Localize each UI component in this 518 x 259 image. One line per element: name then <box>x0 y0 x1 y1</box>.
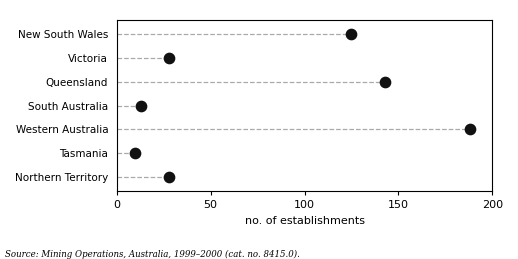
X-axis label: no. of establishments: no. of establishments <box>244 216 365 226</box>
Point <box>165 175 174 179</box>
Point <box>381 80 390 84</box>
Point <box>131 151 139 155</box>
Point <box>137 104 145 108</box>
Text: Source: Mining Operations, Australia, 1999–2000 (cat. no. 8415.0).: Source: Mining Operations, Australia, 19… <box>5 250 300 259</box>
Point <box>348 32 356 37</box>
Point <box>165 56 174 60</box>
Point <box>466 127 474 132</box>
